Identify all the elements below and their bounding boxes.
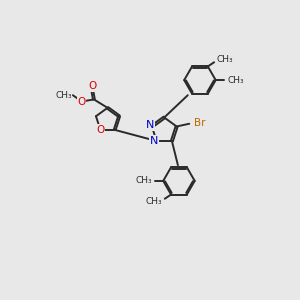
Text: O: O: [96, 125, 104, 135]
Text: O: O: [77, 97, 86, 106]
Text: CH₃: CH₃: [217, 55, 233, 64]
Text: CH₃: CH₃: [146, 197, 162, 206]
Text: Br: Br: [194, 118, 206, 128]
Text: CH₃: CH₃: [135, 176, 152, 185]
Text: N: N: [146, 120, 154, 130]
Text: O: O: [70, 94, 71, 95]
Text: CH₃: CH₃: [227, 76, 244, 85]
Text: CH₃: CH₃: [55, 91, 72, 100]
Text: N: N: [150, 136, 158, 146]
Text: O: O: [89, 81, 97, 92]
